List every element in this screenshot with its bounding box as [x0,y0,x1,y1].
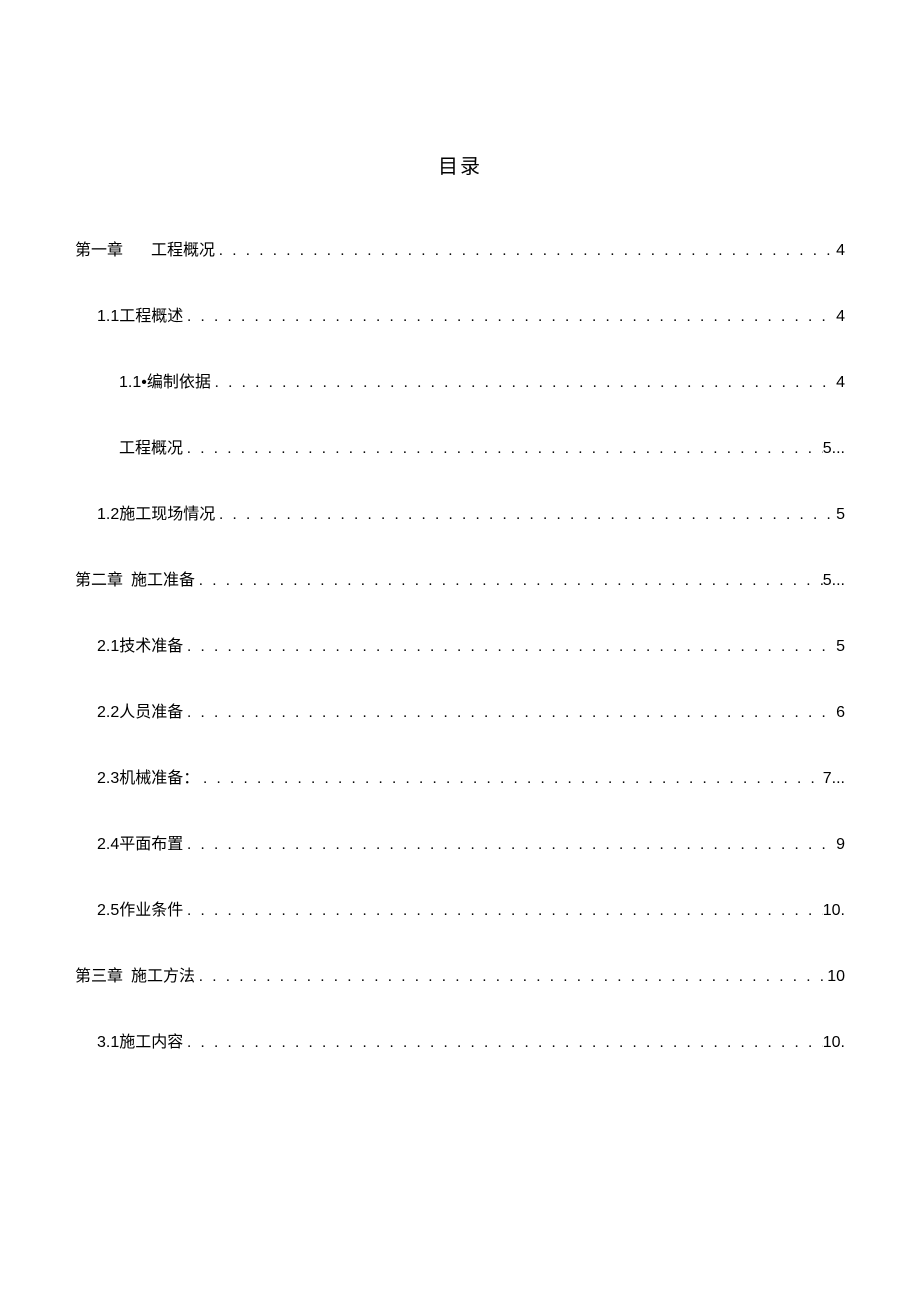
toc-entry-page: 10 [827,965,845,989]
toc-entry-prefix: 第一章 [75,242,123,259]
toc-entry: 1.1•编制依据 4 [75,371,845,395]
toc-entry-prefix: 第三章 [75,968,123,985]
toc-entry-leader-dots [183,834,836,857]
toc-entry-leader-dots [215,504,836,527]
toc-entry-prefix: 2.1 [97,638,119,655]
toc-entry-page: 10. [823,899,845,923]
toc-entry: 1.2施工现场情况 5 [75,503,845,527]
toc-entry-page: 4 [836,305,845,329]
toc-entry-page: 10. [823,1031,845,1055]
toc-entry-text: 作业条件 [119,902,183,919]
toc-entry-leader-dots [183,306,836,329]
toc-entry: 1.1工程概述 4 [75,305,845,329]
toc-entry-prefix: 1.2 [97,506,119,523]
toc-list: 第一章工程概况41.1工程概述41.1•编制依据4工程概况5...1.2施工现场… [75,239,845,1055]
toc-entry-text: 编制依据 [147,374,211,391]
toc-title: 目录 [75,150,845,179]
toc-entry-page: 4 [836,371,845,395]
toc-entry-label: 2.1技术准备 [97,635,183,659]
toc-entry-page: 6 [836,701,845,725]
toc-entry-label: 3.1施工内容 [97,1031,183,1055]
toc-entry-page: 5 [836,503,845,527]
toc-entry-page: 4 [836,239,845,263]
toc-entry-page: 5... [823,569,845,593]
toc-entry-label: 工程概况 [119,437,183,461]
toc-entry-text: 施工现场情况 [119,506,215,523]
toc-entry-prefix: 第二章 [75,572,123,589]
toc-entry-label: 第一章 工程概况 [75,239,215,263]
toc-entry-page: 5... [823,437,845,461]
toc-entry-label: 第二章施工准备 [75,569,195,593]
toc-entry-text: 机械准备： [119,770,199,787]
toc-entry-prefix: 1.1• [119,374,147,391]
toc-entry-prefix: 2.4 [97,836,119,853]
toc-entry-text: 工程概况 [151,242,215,259]
toc-entry-label: 2.2人员准备 [97,701,183,725]
toc-entry: 3.1施工内容 10. [75,1031,845,1055]
toc-entry-prefix: 1.1 [97,308,119,325]
toc-entry: 工程概况 5... [75,437,845,461]
toc-entry-leader-dots [211,372,836,395]
toc-entry-page: 9 [836,833,845,857]
toc-entry-text: 施工准备 [131,572,195,589]
toc-entry-leader-dots [183,438,823,461]
toc-entry-label: 1.1工程概述 [97,305,183,329]
toc-entry-label: 第三章施工方法 [75,965,195,989]
toc-entry: 2.1技术准备 5 [75,635,845,659]
toc-entry-text: 技术准备 [119,638,183,655]
toc-entry-prefix: 2.5 [97,902,119,919]
toc-entry-text: 平面布置 [119,836,183,853]
toc-entry-text: 工程概述 [119,308,183,325]
toc-entry: 2.3机械准备： 7... [75,767,845,791]
toc-entry-label: 1.2施工现场情况 [97,503,215,527]
toc-entry-leader-dots [195,966,827,989]
toc-entry-leader-dots [183,1032,822,1055]
toc-entry-page: 5 [836,635,845,659]
toc-entry-label: 1.1•编制依据 [119,371,211,395]
toc-entry: 第一章 工程概况 4 [75,239,845,263]
toc-entry-leader-dots [183,702,836,725]
toc-entry-label: 2.4平面布置 [97,833,183,857]
toc-entry-text: 施工内容 [119,1034,183,1051]
toc-entry-leader-dots [183,636,836,659]
toc-entry-label: 2.5作业条件 [97,899,183,923]
toc-entry-leader-dots [199,768,823,791]
toc-entry-label: 2.3机械准备： [97,767,199,791]
toc-entry-prefix: 3.1 [97,1034,119,1051]
toc-entry-prefix: 2.3 [97,770,119,787]
toc-entry: 第三章施工方法 10 [75,965,845,989]
toc-entry-leader-dots [183,900,822,923]
page-container: 目录 第一章工程概况41.1工程概述41.1•编制依据4工程概况5...1.2施… [0,0,920,1197]
toc-entry: 2.5作业条件 10. [75,899,845,923]
toc-entry-text: 施工方法 [131,968,195,985]
toc-entry-leader-dots [215,240,836,263]
toc-entry-prefix: 2.2 [97,704,119,721]
toc-entry-leader-dots [195,570,823,593]
toc-entry-text: 人员准备 [119,704,183,721]
toc-entry: 第二章施工准备 5... [75,569,845,593]
toc-entry-text: 工程概况 [119,440,183,457]
toc-entry: 2.2人员准备 6 [75,701,845,725]
toc-entry-page: 7... [823,767,845,791]
toc-entry: 2.4平面布置 9 [75,833,845,857]
